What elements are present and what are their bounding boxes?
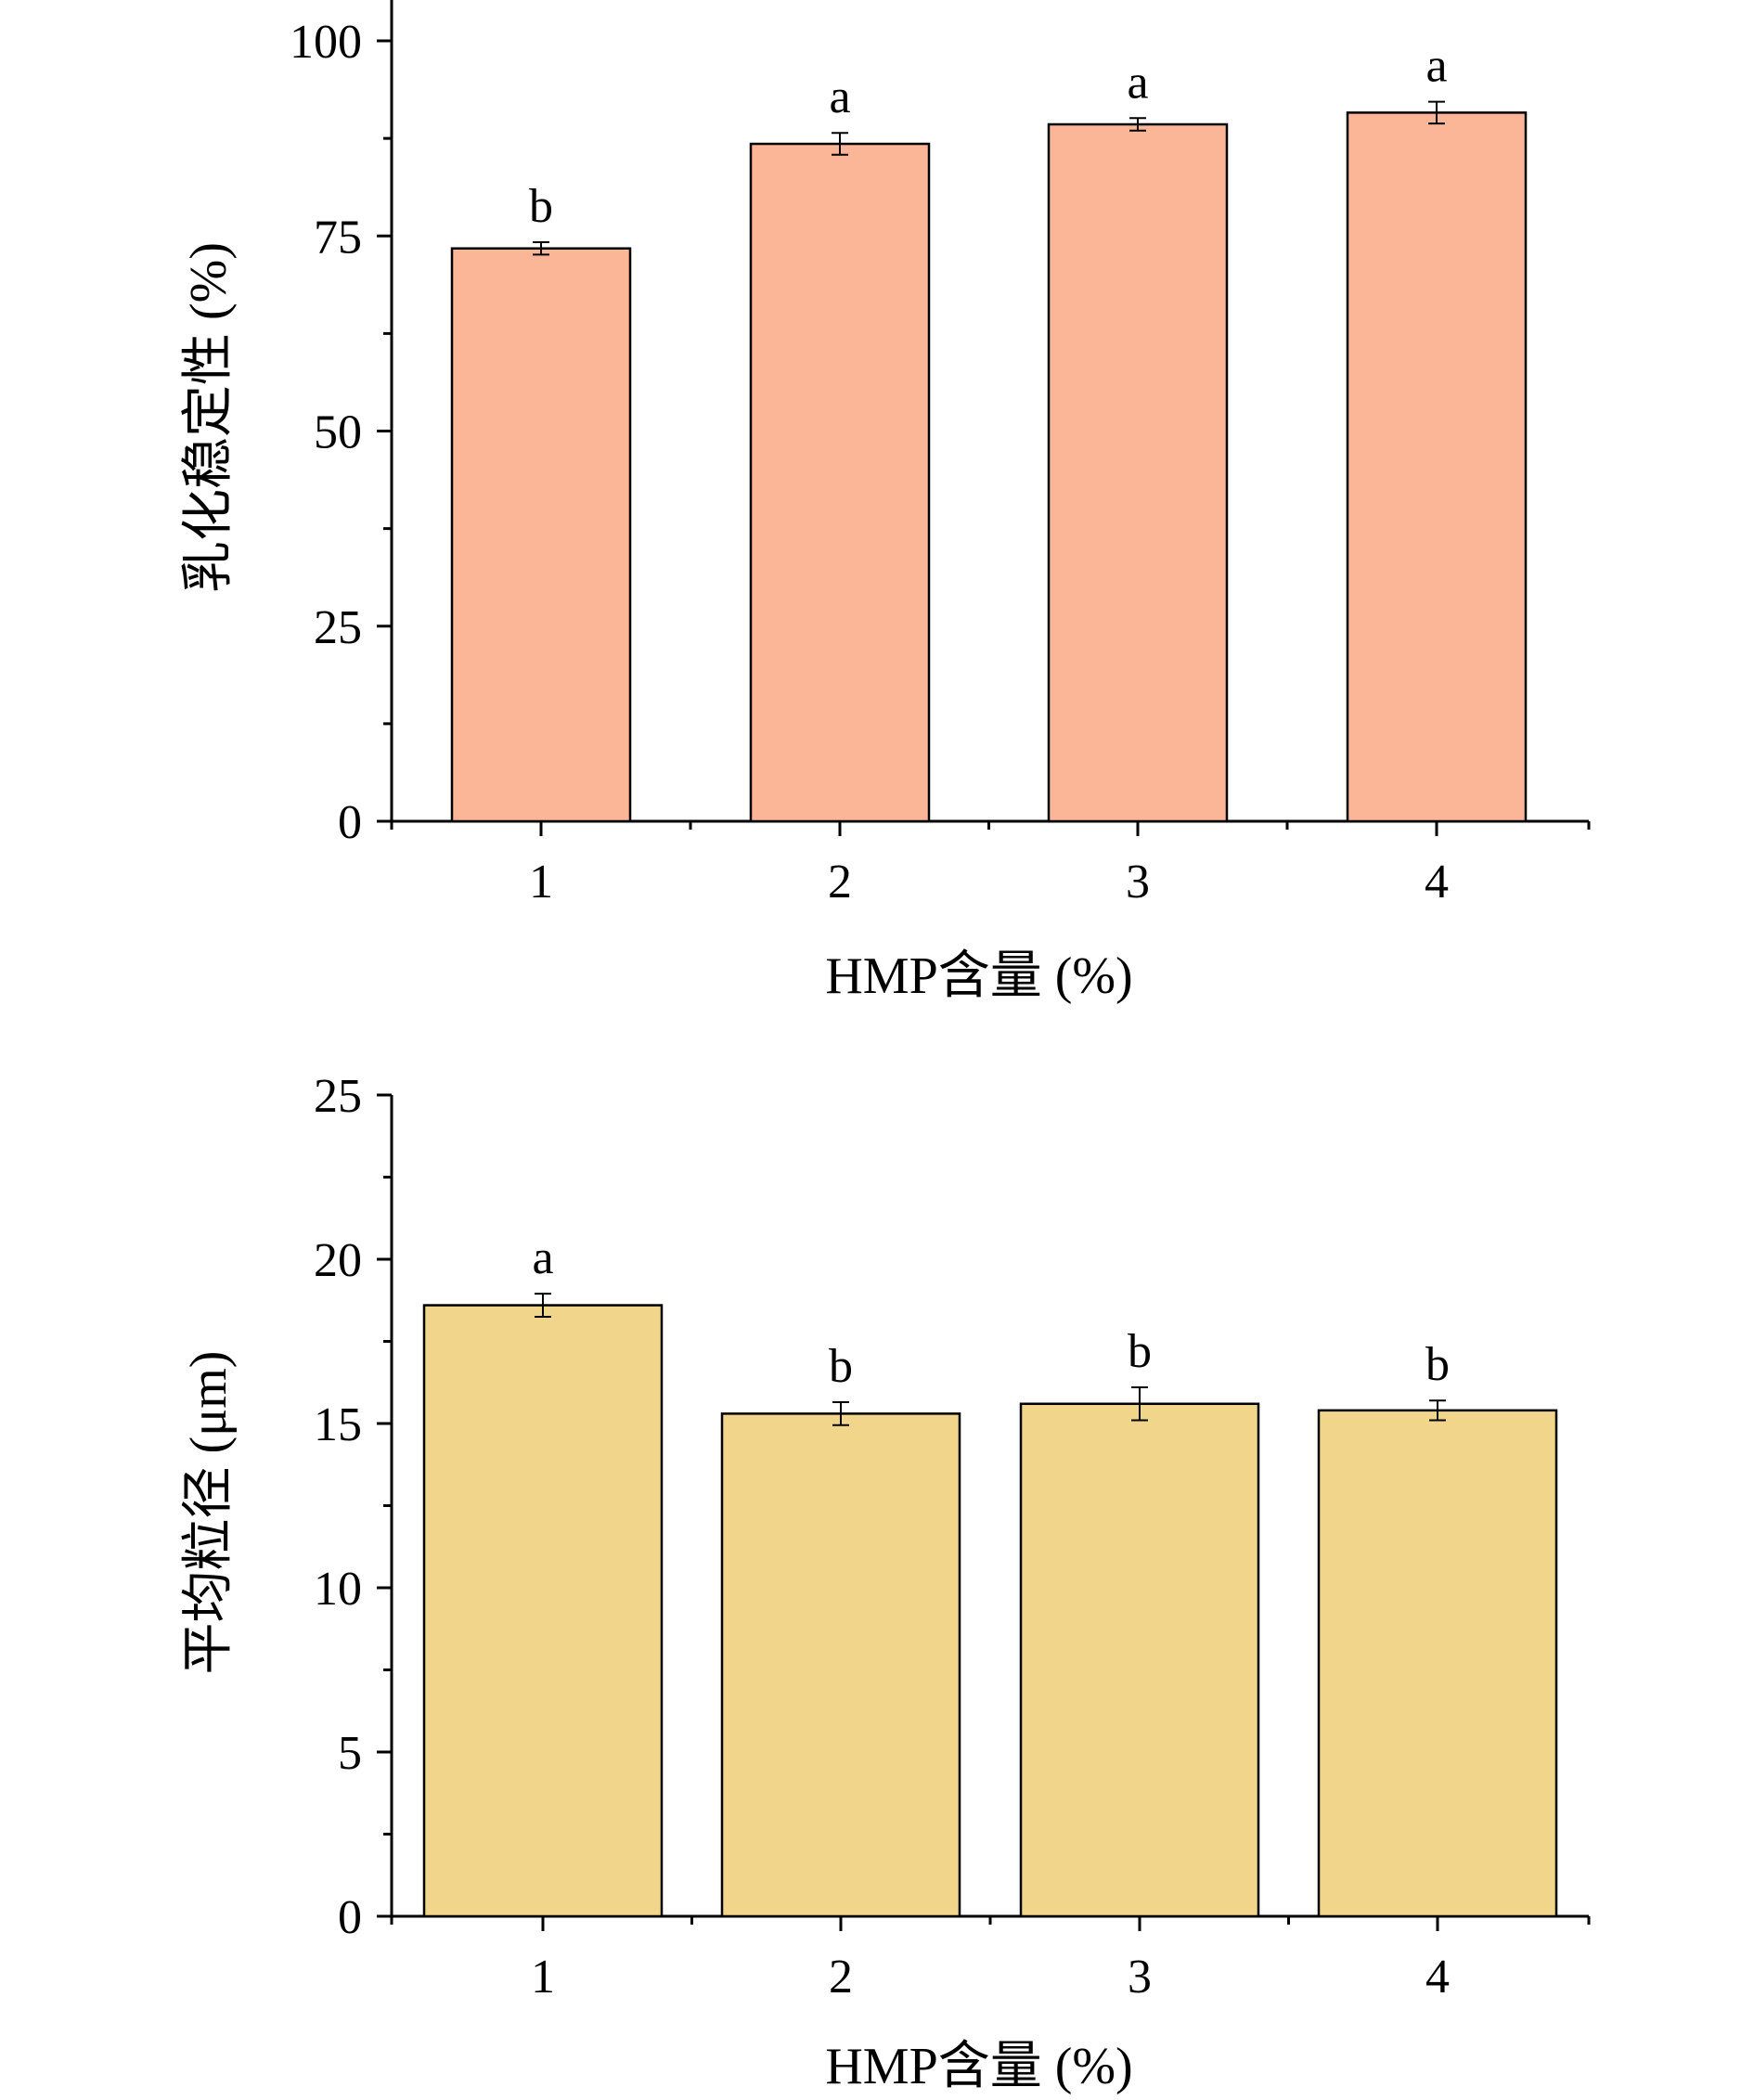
bar-1 — [450, 247, 632, 823]
x-tick-label: 3 — [1126, 856, 1150, 908]
y-tick-label: 50 — [314, 406, 362, 459]
significance-letter: b — [1425, 1338, 1450, 1391]
y-tick-label: 25 — [314, 1070, 362, 1123]
significance-letter: a — [1425, 40, 1447, 93]
x-tick-label: 1 — [529, 856, 553, 908]
bar-4 — [1346, 111, 1528, 823]
emulsion-stability-panel: HMP含量 (%) 乳化稳定性 (%) 0 25 50 75 100 b 1 a 2 a 3 a 4 — [180, 0, 1591, 1005]
bar-2 — [749, 142, 931, 823]
y-tick-label: 20 — [314, 1234, 362, 1287]
y-axis-title: 乳化稳定性 (%) — [180, 242, 238, 593]
y-tick-label: 25 — [314, 601, 362, 654]
significance-letter: a — [532, 1231, 553, 1284]
x-tick-label: 3 — [1128, 1951, 1152, 2003]
particle-size-panel: HMP含量 (%) 平均粒径 (μm) 0 5 10 15 20 25 a 1 b 2 b 3 b 4 — [180, 1070, 1591, 2095]
bar-1 — [422, 1304, 664, 1918]
y-tick-label: 10 — [314, 1563, 362, 1616]
bar-3 — [1019, 1402, 1260, 1918]
bar-3 — [1047, 122, 1229, 823]
y-axis-title: 平均粒径 (μm) — [180, 1351, 238, 1675]
y-tick-label: 5 — [338, 1727, 362, 1780]
x-tick-label: 2 — [829, 1951, 853, 2003]
y-tick-label: 0 — [338, 1891, 362, 1944]
y-tick-label: 15 — [314, 1398, 362, 1451]
significance-letter: a — [1127, 56, 1148, 109]
bar-2 — [720, 1412, 961, 1918]
significance-letter: a — [829, 71, 850, 123]
x-tick-label: 1 — [531, 1951, 555, 2003]
y-tick-label: 75 — [314, 211, 362, 264]
significance-letter: b — [529, 180, 553, 233]
significance-letter: b — [829, 1340, 853, 1393]
y-tick-label: 0 — [338, 796, 362, 849]
y-tick-label: 100 — [290, 16, 362, 69]
x-tick-label: 4 — [1425, 856, 1449, 908]
x-axis-title: HMP含量 (%) — [825, 947, 1132, 1005]
x-tick-label: 2 — [828, 856, 852, 908]
x-axis-title: HMP含量 (%) — [825, 2038, 1132, 2095]
bar-4 — [1317, 1409, 1558, 1918]
x-tick-label: 4 — [1425, 1951, 1450, 2003]
significance-letter: b — [1128, 1325, 1152, 1378]
